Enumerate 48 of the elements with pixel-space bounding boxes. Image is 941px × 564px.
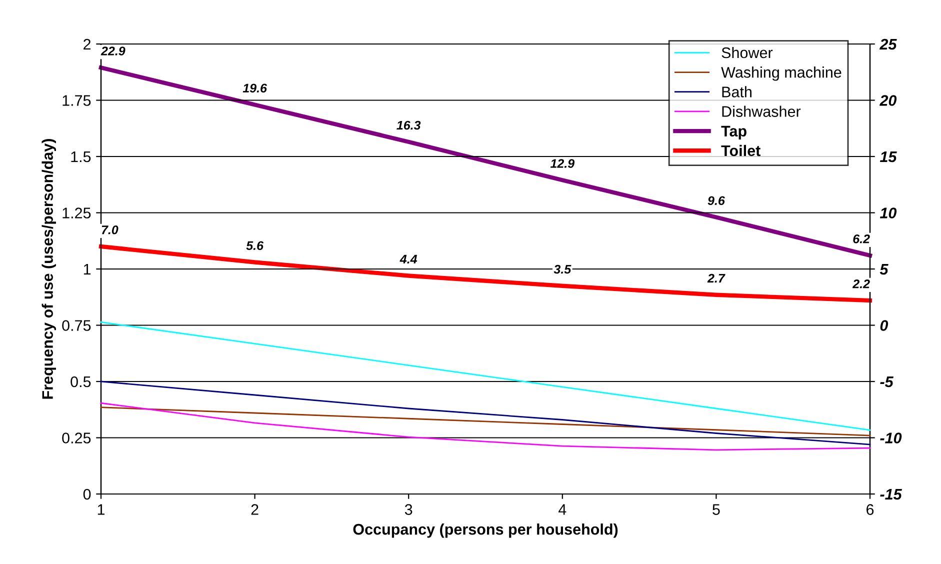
data-label: 5.6 xyxy=(246,241,264,250)
y-tick-label: 0.25 xyxy=(62,432,91,444)
data-label: 7.0 xyxy=(102,225,118,234)
data-label: 12.9 xyxy=(550,159,575,168)
y2-tick-label: 5 xyxy=(880,264,888,275)
legend-label: Washing machine xyxy=(721,66,842,81)
data-label: 3.5 xyxy=(554,264,572,274)
data-label: 22.9 xyxy=(100,46,126,56)
data-label: 4.4 xyxy=(400,254,418,264)
data-label: 2.2 xyxy=(852,279,870,288)
legend-label: Dishwasher xyxy=(722,106,801,117)
y-tick-label: 2 xyxy=(84,38,91,50)
y2-tick-label: -5 xyxy=(880,376,894,388)
y2-tick-label: 20 xyxy=(879,95,897,106)
x-axis-title: Occupancy (persons per household) xyxy=(353,524,618,538)
x-tick-label: 6 xyxy=(866,504,874,515)
y2-tick-label: 0 xyxy=(880,320,888,331)
data-label: 9.6 xyxy=(708,196,725,206)
data-label: 19.6 xyxy=(242,84,268,93)
data-label: 2.7 xyxy=(707,274,726,283)
y-tick-label: 1 xyxy=(84,264,91,275)
y-tick-label: 1.5 xyxy=(71,152,91,162)
data-label: 6.2 xyxy=(853,234,870,244)
y-tick-label: 1.25 xyxy=(62,208,91,218)
x-tick-label: 5 xyxy=(712,504,720,515)
y-axis-title: Frequency of use (uses/person/day) xyxy=(42,139,56,399)
y2-tick-label: -15 xyxy=(880,489,902,500)
data-label: 16.3 xyxy=(396,120,421,130)
line-series xyxy=(100,402,871,451)
line-series xyxy=(100,406,871,436)
y-tick-label: 0.5 xyxy=(70,376,91,388)
legend-label: Bath xyxy=(722,86,752,98)
x-tick-label: 3 xyxy=(404,504,412,515)
y-tick-label: 0 xyxy=(83,488,91,500)
x-tick-label: 2 xyxy=(251,504,258,515)
y-tick-label: 1.75 xyxy=(62,95,91,106)
y-tick-label: 0.75 xyxy=(62,320,91,331)
line-series xyxy=(100,321,871,431)
x-tick-label: 1 xyxy=(98,504,105,515)
y2-tick-label: -10 xyxy=(880,432,902,444)
y2-tick-label: 10 xyxy=(880,208,897,218)
legend-label: Tap xyxy=(721,126,746,140)
line-series xyxy=(100,380,871,446)
legend-label: Shower xyxy=(722,46,773,58)
legend-label: Toilet xyxy=(721,144,760,156)
y2-tick-label: 15 xyxy=(880,152,897,162)
x-tick-label: 4 xyxy=(558,504,566,515)
y2-tick-label: 25 xyxy=(879,38,897,50)
